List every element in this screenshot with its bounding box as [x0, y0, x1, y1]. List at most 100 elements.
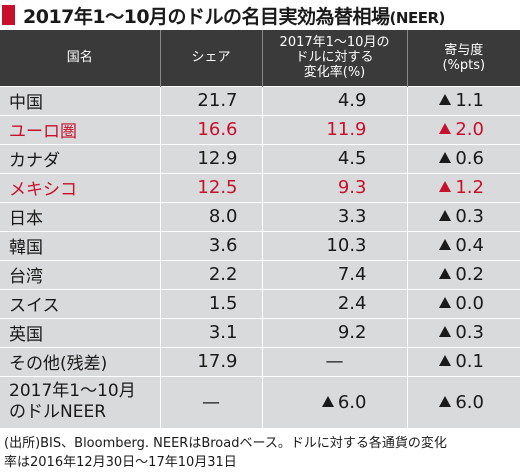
decline-triangle-icon — [439, 268, 452, 279]
row-contribution-value: 2.0 — [455, 119, 484, 140]
total-change-value: 6.0 — [337, 391, 367, 413]
row-share: 3.6 — [159, 230, 262, 260]
row-contribution: 1.2 — [406, 172, 520, 202]
table-header-row: 国名 シェア 2017年1〜10月の ドルに対する 変化率(%) 寄与度 (%p… — [0, 30, 520, 86]
total-share: — — [159, 375, 262, 428]
row-share: 12.9 — [159, 143, 262, 173]
row-contribution: 2.0 — [406, 114, 520, 144]
row-change: 7.4 — [261, 259, 407, 289]
row-country: 中国 — [0, 85, 160, 115]
row-contribution-value: 0.4 — [455, 235, 484, 256]
header-contribution: 寄与度 (%pts) — [406, 30, 520, 86]
row-contribution: 0.0 — [406, 288, 520, 318]
row-share: 21.7 — [159, 85, 262, 115]
source-footnote: (出所)BIS、Bloomberg. NEERはBroadベース。ドルに対する各… — [4, 434, 516, 472]
row-contribution: 0.3 — [406, 317, 520, 347]
decline-triangle-icon — [439, 355, 452, 366]
neer-table-container: 国名 シェア 2017年1〜10月の ドルに対する 変化率(%) 寄与度 (%p… — [0, 30, 520, 428]
row-country: 英国 — [0, 317, 160, 347]
table-total-row: 2017年1〜10月 のドルNEER — 6.0 6.0 — [0, 375, 520, 428]
row-change: 9.3 — [261, 172, 407, 202]
header-change-line1: 2017年1〜10月の — [279, 35, 390, 51]
row-change: 9.2 — [261, 317, 407, 347]
header-share: シェア — [159, 30, 262, 86]
table-row: その他(残差) 17.9— 0.1 — [0, 346, 520, 376]
row-change: 11.9 — [261, 114, 407, 144]
row-change: — — [261, 346, 407, 376]
decline-triangle-icon — [439, 395, 452, 407]
footnote-line2: 率は2016年12月30日〜17年10月31日 — [4, 455, 237, 470]
row-contribution-value: 0.1 — [455, 351, 484, 372]
header-contrib-line1: 寄与度 — [444, 42, 484, 58]
row-country: スイス — [0, 288, 160, 318]
title-main: 2017年1〜10月のドルの名目実効為替相場 — [23, 5, 390, 28]
row-country: その他(残差) — [0, 346, 160, 376]
header-share-label: シェア — [191, 50, 231, 66]
row-country: ユーロ圏 — [0, 114, 160, 144]
row-contribution-value: 0.3 — [455, 206, 484, 227]
table-row: 英国 3.1 9.2 0.3 — [0, 317, 520, 347]
header-change-line2: ドルに対する — [295, 50, 374, 66]
table-row: スイス 1.5 2.4 0.0 — [0, 288, 520, 318]
decline-triangle-icon — [439, 326, 452, 337]
total-label: 2017年1〜10月 のドルNEER — [0, 375, 160, 428]
row-change: 4.9 — [261, 85, 407, 115]
total-label-line1: 2017年1〜10月 — [9, 381, 136, 402]
title-marker — [2, 5, 15, 25]
row-contribution: 0.4 — [406, 230, 520, 260]
decline-triangle-icon — [439, 123, 452, 134]
row-change: 3.3 — [261, 201, 407, 231]
table-body: 中国 21.7 4.9 1.1 ユーロ圏 16.6 11.9 2.0 カナダ 12.9 4.5 0… — [0, 85, 520, 428]
row-contribution: 0.2 — [406, 259, 520, 289]
table-row: 台湾 2.2 7.4 0.2 — [0, 259, 520, 289]
row-share: 17.9 — [159, 346, 262, 376]
row-change: 10.3 — [261, 230, 407, 260]
row-contribution-value: 1.2 — [455, 177, 484, 198]
row-share: 3.1 — [159, 317, 262, 347]
total-contribution-value: 6.0 — [455, 391, 484, 413]
header-country-label: 国名 — [66, 50, 93, 66]
footnote-line1: (出所)BIS、Bloomberg. NEERはBroadベース。ドルに対する各… — [4, 436, 447, 451]
row-share: 1.5 — [159, 288, 262, 318]
row-contribution: 1.1 — [406, 85, 520, 115]
header-change-line3: 変化率(%) — [303, 65, 366, 81]
table-row-highlight: メキシコ 12.5 9.3 1.2 — [0, 172, 520, 202]
row-share: 2.2 — [159, 259, 262, 289]
neer-table: 国名 シェア 2017年1〜10月の ドルに対する 変化率(%) 寄与度 (%p… — [0, 30, 520, 428]
row-country: 台湾 — [0, 259, 160, 289]
row-contribution-value: 0.6 — [455, 148, 484, 169]
total-change: 6.0 — [261, 375, 407, 428]
decline-triangle-icon — [439, 239, 452, 250]
page-title: 2017年1〜10月のドルの名目実効為替相場(NEER) — [23, 2, 445, 29]
row-country: 日本 — [0, 201, 160, 231]
decline-triangle-icon — [439, 94, 452, 105]
table-row-highlight: ユーロ圏 16.6 11.9 2.0 — [0, 114, 520, 144]
title-suffix: (NEER) — [389, 8, 446, 27]
row-contribution-value: 0.0 — [455, 293, 484, 314]
decline-triangle-icon — [321, 395, 334, 407]
decline-triangle-icon — [439, 181, 452, 192]
decline-triangle-icon — [439, 210, 452, 221]
row-contribution: 0.3 — [406, 201, 520, 231]
table-row: 日本 8.0 3.3 0.3 — [0, 201, 520, 231]
header-country: 国名 — [0, 30, 160, 86]
row-change: 4.5 — [261, 143, 407, 173]
decline-triangle-icon — [439, 297, 452, 308]
header-change: 2017年1〜10月の ドルに対する 変化率(%) — [261, 30, 407, 86]
row-share: 12.5 — [159, 172, 262, 202]
row-share: 8.0 — [159, 201, 262, 231]
row-change: 2.4 — [261, 288, 407, 318]
row-contribution: 0.6 — [406, 143, 520, 173]
row-contribution: 0.1 — [406, 346, 520, 376]
title-bar: 2017年1〜10月のドルの名目実効為替相場(NEER) — [0, 0, 520, 30]
row-contribution-value: 1.1 — [455, 90, 484, 111]
row-contribution-value: 0.3 — [455, 322, 484, 343]
row-country: カナダ — [0, 143, 160, 173]
decline-triangle-icon — [439, 152, 452, 163]
row-country: 韓国 — [0, 230, 160, 260]
table-row: カナダ 12.9 4.5 0.6 — [0, 143, 520, 173]
table-row: 中国 21.7 4.9 1.1 — [0, 85, 520, 115]
row-share: 16.6 — [159, 114, 262, 144]
row-country: メキシコ — [0, 172, 160, 202]
table-row: 韓国 3.6 10.3 0.4 — [0, 230, 520, 260]
